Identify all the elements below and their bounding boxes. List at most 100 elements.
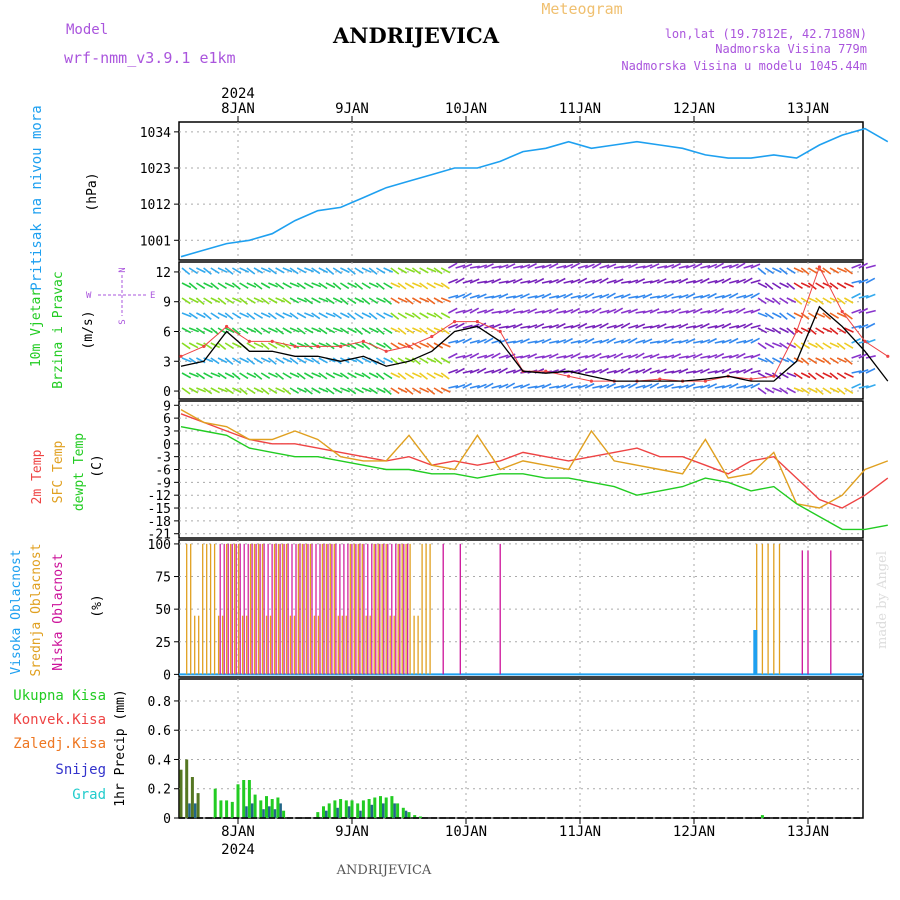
wind-barb — [325, 387, 335, 395]
wind-barb — [844, 372, 854, 378]
wind-barb — [577, 383, 588, 389]
temp-ytick-label: -21 — [148, 528, 171, 543]
wind-barb — [196, 267, 206, 274]
wind-barb — [736, 352, 746, 359]
wind-barb — [347, 327, 357, 334]
wind-barb — [484, 308, 494, 314]
wind-barb — [534, 293, 545, 299]
wind-barb — [188, 282, 198, 291]
wind-barb — [793, 387, 804, 393]
wind-barb — [649, 353, 660, 359]
wind-barb — [584, 263, 595, 269]
wind-gust-point — [749, 377, 753, 381]
wind-barb — [757, 342, 767, 350]
wind-barb — [700, 322, 710, 329]
wind-barb — [376, 387, 386, 394]
wind-barb — [793, 372, 803, 380]
wind-barb — [549, 295, 560, 299]
top-day-label: 9JAN — [335, 101, 369, 117]
wind-barb — [534, 384, 545, 389]
wind-barb — [512, 278, 523, 284]
wind-barb — [779, 267, 788, 275]
wind-barb — [707, 279, 718, 284]
wind-barb — [664, 263, 675, 269]
wind-barb — [628, 295, 639, 299]
precip-total-bar — [179, 769, 183, 818]
footer-station: ANDRIJEVICA — [336, 863, 432, 878]
wind-barb — [347, 282, 357, 289]
legend-graupel: Grad — [72, 787, 106, 803]
wind-barb — [390, 327, 401, 333]
wind-barb — [462, 308, 473, 314]
precip-total-bar — [407, 812, 411, 818]
wind-barb — [397, 267, 408, 274]
wind-barb — [635, 323, 646, 329]
wind-barb — [527, 385, 538, 389]
pressure-ytick-label: 1023 — [140, 162, 171, 177]
wind-barb — [592, 278, 602, 284]
wind-barb — [484, 353, 494, 359]
wind-barb — [491, 352, 501, 359]
wind-barb — [743, 293, 754, 299]
wind-barb — [275, 267, 285, 274]
wind-barb — [657, 310, 668, 314]
wind-barb — [440, 312, 451, 319]
wind-barb — [282, 312, 293, 318]
wind-barb — [469, 265, 480, 269]
wind-barb — [491, 265, 502, 269]
wind-barb — [339, 282, 350, 290]
wind-barb — [671, 308, 682, 314]
wind-barb — [563, 337, 573, 344]
mid-cloud-axis-title: Srednja Oblacnost — [29, 543, 44, 676]
wind-barb — [527, 340, 538, 344]
wind-barb — [671, 369, 682, 374]
wind-barb — [527, 262, 537, 269]
wind-barb — [556, 322, 566, 329]
wind-barb — [448, 323, 458, 329]
wind-barb — [390, 387, 400, 395]
wind-barb — [426, 342, 436, 350]
wind-gust-point — [589, 379, 594, 383]
wind-barb — [469, 278, 480, 284]
wind-barb — [628, 337, 638, 344]
wind-barb — [296, 387, 307, 393]
wind-barb — [282, 357, 293, 363]
wind-barb — [311, 372, 322, 378]
wind-barb — [419, 312, 429, 319]
wind-barb — [203, 372, 213, 379]
wind-barb — [296, 297, 307, 303]
wind-barb — [556, 338, 567, 344]
precip-axis-unit: 1hr Precip (mm) — [113, 689, 128, 806]
panel-frames: 1001101210231034036912-21-18-15-12-9-6-3… — [140, 121, 864, 827]
wind-barb — [563, 353, 574, 359]
wind-barb — [354, 297, 365, 304]
wind-barb — [556, 384, 567, 389]
wind-barb — [592, 262, 602, 269]
wind-barb — [289, 297, 300, 304]
wind-barb — [419, 327, 429, 335]
legend-frz-precip: Zaledj.Kisa — [13, 736, 106, 752]
wind-barb — [570, 262, 580, 269]
year-top: 2024 — [221, 86, 255, 102]
compass-south: S — [118, 319, 128, 324]
wind-barb — [865, 322, 876, 329]
wind-barb — [304, 357, 314, 363]
wind-barb — [642, 280, 653, 284]
wind-barb — [448, 294, 459, 299]
wind-gust-point — [795, 329, 799, 334]
wind-barb — [196, 387, 206, 393]
wind-barb — [332, 387, 343, 394]
wind-barb — [195, 372, 206, 380]
wind-barb — [267, 357, 277, 365]
wind-barb — [188, 312, 198, 320]
wind-barb — [606, 279, 617, 284]
wind-barb — [375, 282, 385, 290]
wind-barb — [239, 267, 250, 273]
wind-barb — [750, 308, 761, 314]
wind-barb — [448, 278, 458, 284]
wind-barb — [253, 282, 263, 290]
wind-barb — [311, 387, 321, 394]
wind-barb — [440, 267, 451, 274]
wind-barb — [527, 278, 538, 284]
wind-barb — [613, 307, 624, 314]
